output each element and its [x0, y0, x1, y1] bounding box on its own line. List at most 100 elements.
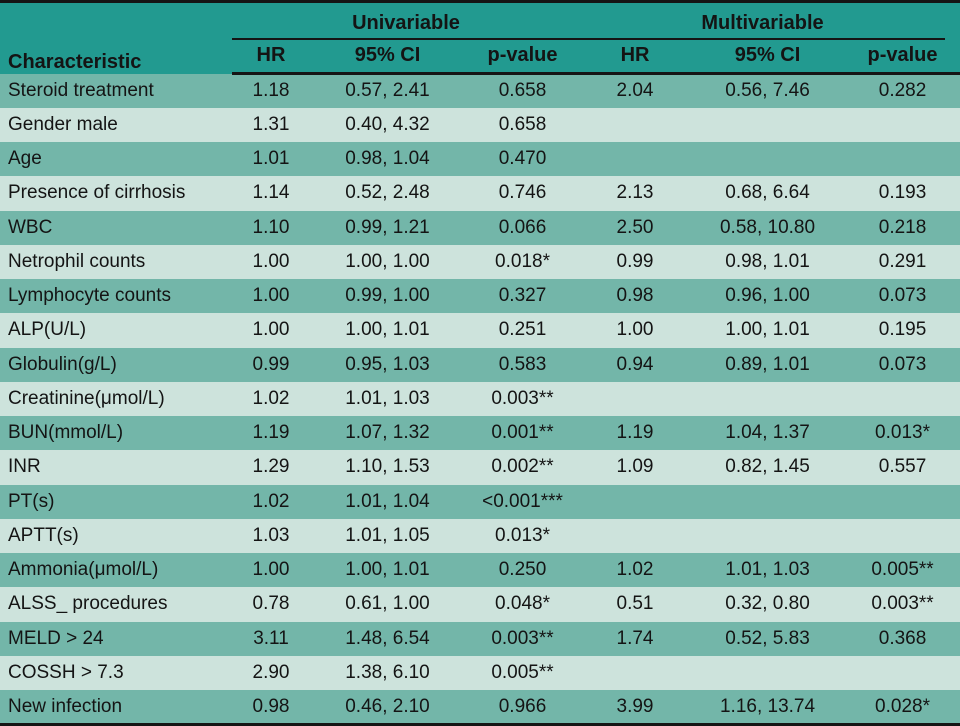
cell-multi-pvalue: 0.282	[878, 80, 927, 102]
table-row: APTT(s) 1.03 1.01, 1.05 0.013*	[0, 518, 960, 553]
table-body: Steroid treatment 1.18 0.57, 2.41 0.658 2.04…	[0, 73, 960, 725]
cell-uni-hr: 1.14	[252, 182, 290, 204]
cell-multi-pvalue: 0.005**	[871, 559, 934, 581]
cell-multi-pvalue: 0.073	[878, 353, 927, 375]
cell-multi-pvalue: 0.193	[878, 182, 927, 204]
cell-uni-hr: 1.00	[252, 319, 290, 341]
cell-uni-hr: 1.00	[252, 250, 290, 272]
cell-characteristic: Steroid treatment	[8, 79, 154, 101]
cell-characteristic: MELD > 24	[8, 627, 104, 649]
cell-multi-hr: 0.98	[616, 285, 654, 307]
cell-multi-ci: 1.01, 1.03	[725, 559, 810, 581]
table-row: New infection 0.98 0.46, 2.10 0.966 3.99 1.16…	[0, 690, 960, 725]
cell-multi-pvalue: 0.013*	[875, 422, 930, 444]
cell-uni-ci: 1.07, 1.32	[345, 422, 430, 444]
cell-multi-hr: 1.02	[616, 559, 654, 581]
cell-multi-ci: 0.89, 1.01	[725, 353, 810, 375]
cell-uni-ci: 0.99, 1.21	[345, 216, 430, 238]
table-row: Lymphocyte counts 1.00 0.99, 1.00 0.327 0.98…	[0, 279, 960, 314]
cell-uni-ci: 1.10, 1.53	[345, 456, 430, 478]
cell-uni-hr: 0.98	[252, 695, 290, 717]
cell-uni-hr: 1.10	[252, 216, 290, 238]
cell-characteristic: Creatinine(μmol/L)	[8, 387, 165, 409]
cell-multi-ci	[690, 485, 845, 519]
cell-multi-ci	[690, 108, 845, 142]
multi-pvalue-column-header: p-value	[845, 39, 960, 75]
cell-uni-pvalue: 0.251	[498, 319, 547, 341]
cell-uni-ci: 1.00, 1.00	[345, 250, 430, 272]
multivariable-group-header: Multivariable	[580, 1, 960, 40]
table-row: INR 1.29 1.10, 1.53 0.002** 1.09 0.82, 1.45 0.…	[0, 450, 960, 485]
cell-characteristic: WBC	[8, 216, 53, 238]
cell-multi-hr: 0.94	[616, 353, 654, 375]
cell-multi-ci: 0.96, 1.00	[725, 285, 810, 307]
table-row: COSSH > 7.3 2.90 1.38, 6.10 0.005**	[0, 655, 960, 690]
cell-uni-pvalue: <0.001***	[482, 490, 563, 512]
cell-uni-hr: 1.18	[252, 80, 290, 102]
cell-uni-ci: 0.46, 2.10	[345, 695, 430, 717]
cell-characteristic: INR	[8, 456, 41, 478]
cell-uni-hr: 1.02	[252, 387, 290, 409]
characteristic-column-header: Characteristic	[0, 1, 232, 74]
cell-multi-pvalue	[845, 519, 960, 553]
cell-multi-hr	[580, 382, 690, 416]
cell-uni-ci: 1.48, 6.54	[345, 627, 430, 649]
cell-characteristic: ALSS_ procedures	[8, 593, 168, 615]
cell-uni-ci: 1.01, 1.05	[345, 524, 430, 546]
cell-multi-hr: 1.00	[616, 319, 654, 341]
table-row: Ammonia(μmol/L) 1.00 1.00, 1.01 0.250 1.02 1.…	[0, 553, 960, 588]
cell-uni-pvalue: 0.018*	[495, 250, 550, 272]
cell-characteristic: Lymphocyte counts	[8, 285, 171, 307]
cell-uni-ci: 0.57, 2.41	[345, 80, 430, 102]
cell-uni-hr: 2.90	[252, 661, 290, 683]
cell-multi-hr	[580, 485, 690, 519]
multivariable-group-label: Multivariable	[580, 12, 946, 40]
cell-uni-hr: 0.99	[252, 353, 290, 375]
table-row: Gender male 1.31 0.40, 4.32 0.658	[0, 107, 960, 142]
cell-multi-ci: 0.82, 1.45	[725, 456, 810, 478]
cell-multi-ci	[690, 382, 845, 416]
cell-multi-ci: 0.98, 1.01	[725, 250, 810, 272]
cell-uni-pvalue: 0.005**	[491, 661, 554, 683]
cell-multi-pvalue	[845, 108, 960, 142]
cell-multi-hr	[580, 519, 690, 553]
table-row: BUN(mmol/L) 1.19 1.07, 1.32 0.001** 1.19 1.04…	[0, 416, 960, 451]
cell-multi-pvalue: 0.195	[878, 319, 927, 341]
uni-ci-column-header: 95% CI	[310, 39, 465, 75]
table-row: PT(s) 1.02 1.01, 1.04 <0.001***	[0, 484, 960, 519]
cell-characteristic: Age	[8, 148, 42, 170]
cell-multi-ci: 0.58, 10.80	[719, 216, 816, 238]
cell-multi-pvalue: 0.073	[878, 285, 927, 307]
cell-multi-pvalue: 0.003**	[871, 593, 934, 615]
cell-uni-hr: 1.19	[252, 422, 290, 444]
cell-multi-hr	[580, 656, 690, 690]
cell-multi-ci	[690, 656, 845, 690]
uni-hr-column-header: HR	[232, 39, 310, 75]
cell-uni-pvalue: 0.470	[498, 148, 547, 170]
cell-uni-pvalue: 0.002**	[491, 456, 554, 478]
univariable-group-header: Univariable	[232, 1, 581, 40]
cell-uni-ci: 1.01, 1.04	[345, 490, 430, 512]
cell-characteristic: Ammonia(μmol/L)	[8, 559, 159, 581]
cell-multi-hr	[580, 108, 690, 142]
cell-uni-ci: 0.95, 1.03	[345, 353, 430, 375]
cell-uni-pvalue: 0.066	[498, 216, 547, 238]
table-row: Age 1.01 0.98, 1.04 0.470	[0, 142, 960, 177]
univariable-group-label: Univariable	[232, 12, 581, 40]
cell-multi-pvalue: 0.557	[878, 456, 927, 478]
cell-uni-pvalue: 0.966	[498, 695, 547, 717]
cell-multi-hr: 1.19	[616, 422, 654, 444]
cell-characteristic: ALP(U/L)	[8, 319, 87, 341]
cell-multi-hr: 1.74	[616, 627, 654, 649]
cell-multi-hr: 0.51	[616, 593, 654, 615]
cell-uni-ci: 1.38, 6.10	[345, 661, 430, 683]
cell-uni-ci: 0.99, 1.00	[345, 285, 430, 307]
cell-uni-ci: 1.00, 1.01	[345, 319, 430, 341]
cell-uni-hr: 1.01	[252, 148, 290, 170]
cell-characteristic: APTT(s)	[8, 524, 79, 546]
cell-multi-pvalue: 0.218	[878, 216, 927, 238]
cell-uni-ci: 1.00, 1.01	[345, 559, 430, 581]
cell-multi-ci: 0.52, 5.83	[725, 627, 810, 649]
table-row: ALP(U/L) 1.00 1.00, 1.01 0.251 1.00 1.00, 1.0…	[0, 313, 960, 348]
